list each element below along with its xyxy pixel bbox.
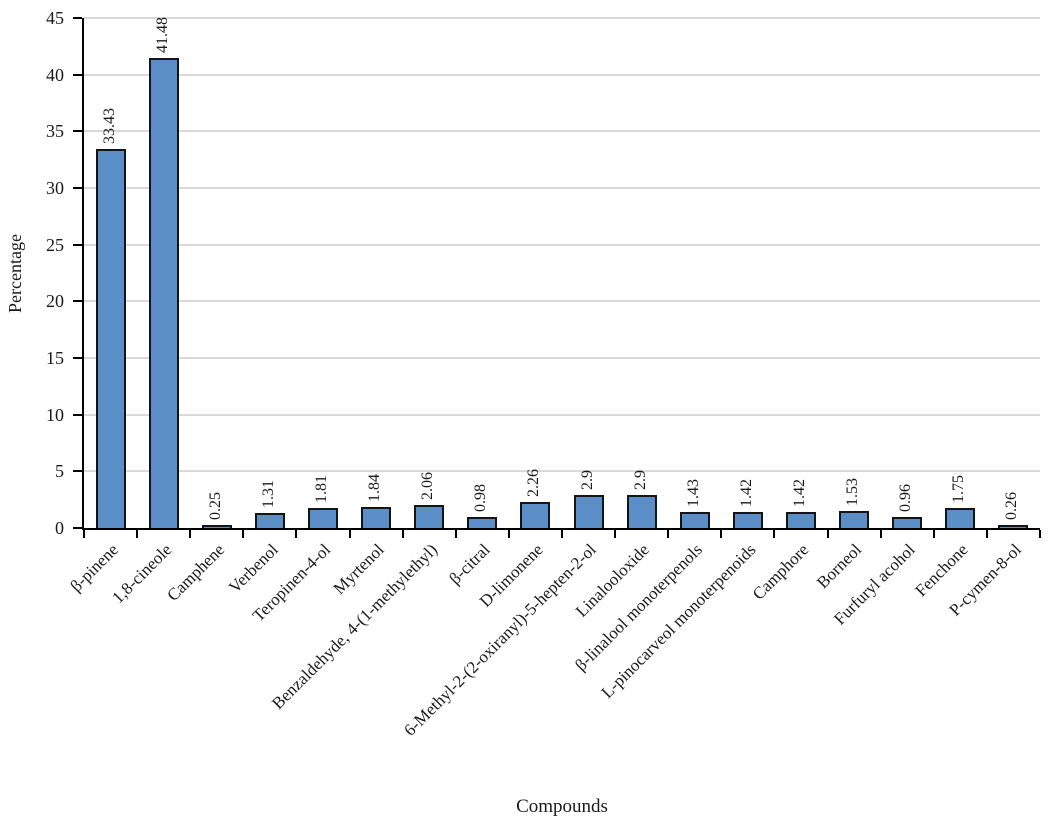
y-axis-tick xyxy=(73,413,82,416)
bar xyxy=(679,511,710,528)
y-axis-tick xyxy=(73,243,82,246)
x-axis-tick xyxy=(985,530,988,538)
bar xyxy=(254,513,285,528)
bar-value-label: 0.26 xyxy=(1003,492,1021,521)
y-tick-label: 45 xyxy=(46,8,64,28)
bar xyxy=(998,525,1029,528)
gridline xyxy=(84,243,1040,246)
x-axis-tick xyxy=(454,530,457,538)
bar xyxy=(839,510,870,528)
bar xyxy=(414,504,445,528)
x-axis-tick xyxy=(83,530,85,538)
bar-value-label: 1.42 xyxy=(791,478,808,507)
bar-value-label: 1.81 xyxy=(313,474,330,503)
gridline xyxy=(84,470,1040,473)
x-axis-tick xyxy=(561,530,563,538)
bar xyxy=(626,495,657,528)
x-axis-tick xyxy=(614,530,617,538)
y-tick-label: 40 xyxy=(46,64,64,85)
x-axis-tick xyxy=(189,530,192,538)
x-axis-tick xyxy=(348,530,351,538)
gridline xyxy=(84,73,1040,76)
bar xyxy=(308,507,338,528)
y-tick-label: 30 xyxy=(46,178,64,198)
bar-value-label: 1.75 xyxy=(950,475,968,504)
x-axis-tick xyxy=(507,530,510,538)
gridline xyxy=(84,130,1040,133)
bar xyxy=(520,502,551,528)
gridline xyxy=(84,17,1040,19)
y-axis-tick xyxy=(73,73,82,76)
y-tick-label: 10 xyxy=(46,404,64,425)
x-category-label: Camphore xyxy=(748,540,813,604)
bar xyxy=(361,507,392,528)
bar-value-label: 1.42 xyxy=(737,478,755,507)
bar-value-label: 2.26 xyxy=(525,469,543,498)
y-tick-label: 0 xyxy=(55,518,64,538)
gridline xyxy=(84,413,1040,416)
x-axis-tick xyxy=(667,530,670,538)
x-axis-title: Compounds xyxy=(516,796,608,817)
bar xyxy=(95,149,126,528)
bar xyxy=(573,495,604,528)
bar-value-label: 2.06 xyxy=(419,471,437,500)
bar xyxy=(892,517,923,528)
bar xyxy=(201,525,232,528)
x-axis-tick xyxy=(242,530,245,538)
plot-area: 33.43 41.48 0.25 1.31 1.81 1.84 2.06 0.98 2.26 2.… xyxy=(84,16,1040,528)
y-tick-label: 35 xyxy=(46,121,64,142)
bar-value-label: 41.48 xyxy=(153,16,171,53)
x-axis-tick xyxy=(401,530,404,538)
bar-value-label: 0.98 xyxy=(472,483,490,512)
x-category-label: 6-Methyl-2-(2-oxiranyl)-5-hepten-2-ol xyxy=(400,540,600,740)
x-axis-tick xyxy=(879,530,882,538)
bar-value-label: 0.25 xyxy=(206,492,224,521)
bar xyxy=(786,511,816,528)
x-axis-tick xyxy=(720,530,723,538)
x-axis-tick xyxy=(295,530,298,538)
gridline xyxy=(84,357,1040,359)
bar xyxy=(467,516,498,528)
y-axis-tick xyxy=(73,187,82,189)
bar xyxy=(148,57,179,528)
x-axis-tick xyxy=(932,530,935,538)
bar-value-label: 0.96 xyxy=(897,484,915,513)
x-category-label: Camphene xyxy=(163,540,229,605)
y-axis-tick xyxy=(73,300,82,303)
gridline xyxy=(84,300,1040,303)
x-axis-tick xyxy=(773,530,776,538)
y-tick-label: 5 xyxy=(55,461,64,482)
y-axis-tick xyxy=(73,527,82,529)
bar-value-label: 2.9 xyxy=(578,470,596,491)
y-axis-tick xyxy=(73,17,82,19)
x-axis-tick xyxy=(826,530,829,538)
bar-value-label: 1.53 xyxy=(844,477,862,506)
bar-value-label: 33.43 xyxy=(100,108,118,145)
y-axis-line xyxy=(82,18,84,528)
bar-value-label: 1.84 xyxy=(366,474,384,503)
x-axis-tick xyxy=(136,530,139,538)
x-category-label: β-citral xyxy=(445,540,494,589)
bar-value-label: 1.31 xyxy=(259,480,277,509)
y-axis-tick xyxy=(73,357,82,359)
y-axis-tick xyxy=(73,470,82,473)
bar-value-label: 2.9 xyxy=(631,470,649,491)
y-tick-label: 20 xyxy=(46,291,64,312)
y-tick-label: 25 xyxy=(46,234,64,255)
x-axis-tick xyxy=(1039,530,1041,538)
y-tick-label: 15 xyxy=(46,348,64,368)
bar xyxy=(732,511,763,528)
gridline xyxy=(84,187,1040,189)
y-axis-title-box: Percentage xyxy=(0,18,30,528)
bar xyxy=(945,508,976,528)
y-axis-tick xyxy=(73,130,82,133)
bar-value-label: 1.43 xyxy=(684,478,702,507)
x-axis-line xyxy=(82,528,1040,530)
